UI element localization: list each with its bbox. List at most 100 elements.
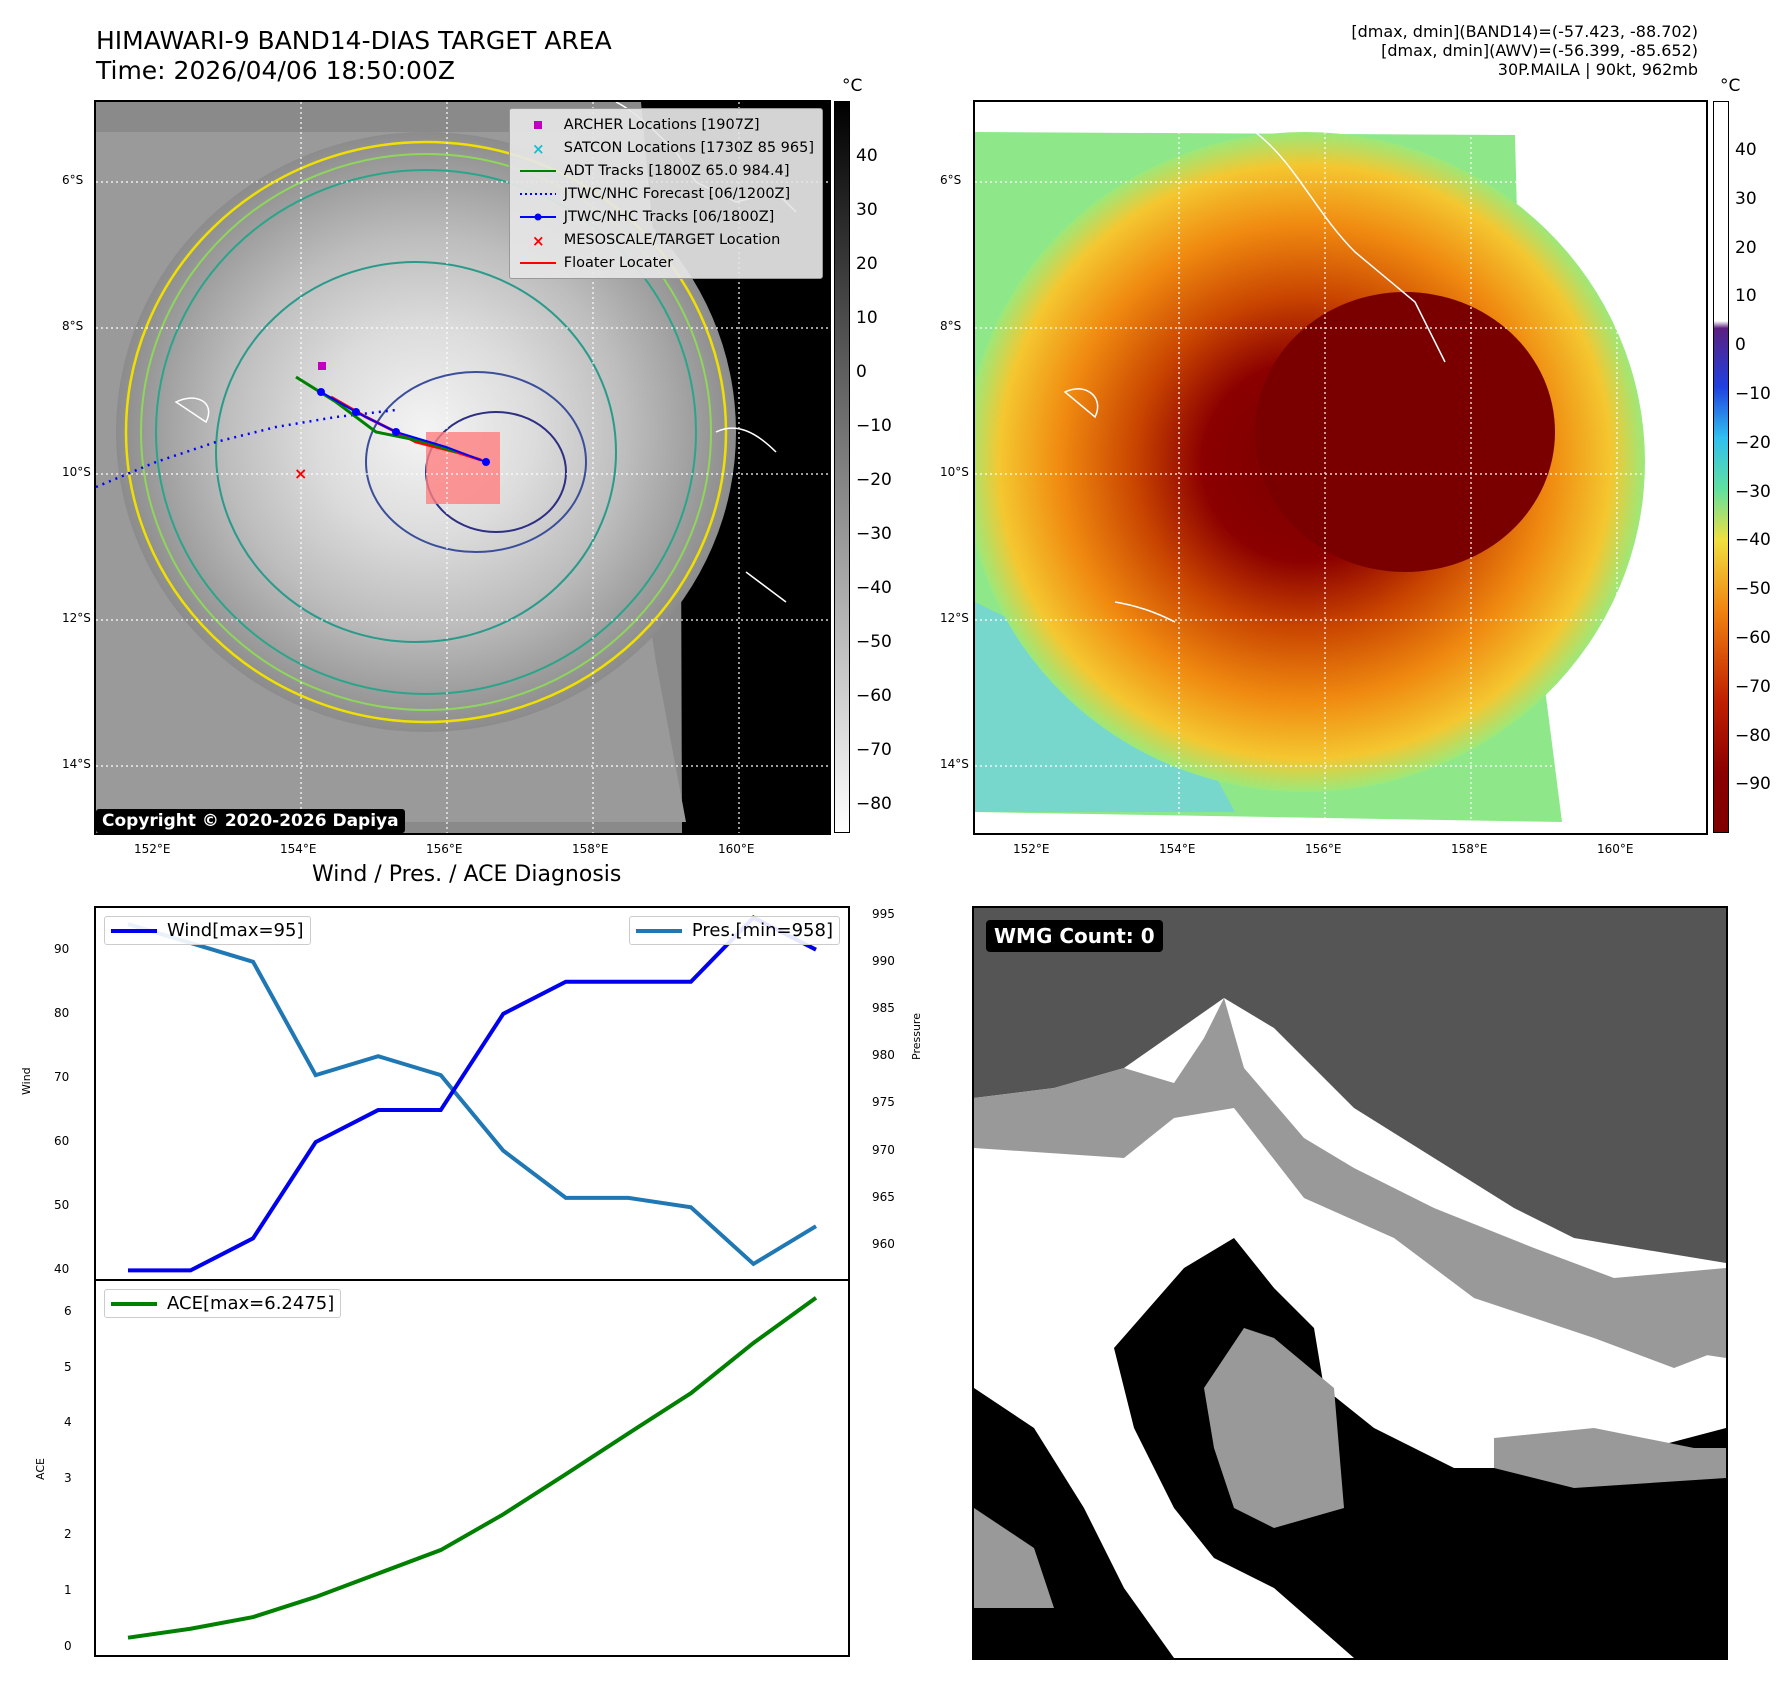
ir-map-image: × [96, 102, 829, 833]
legend-item: JTWC/NHC Tracks [06/1800Z] [518, 205, 814, 228]
awv-colorbar-tick: 20 [1735, 237, 1757, 258]
ace-axis-label: ACE [34, 1458, 47, 1480]
awv-colorbar-tick: −20 [1735, 432, 1771, 453]
pressure-tick-label: 960 [872, 1237, 895, 1252]
ace-tick-label: 0 [64, 1638, 72, 1653]
legend-item: ADT Tracks [1800Z 65.0 984.4] [518, 159, 814, 182]
ace-tick-label: 1 [64, 1582, 72, 1597]
ace-tick-label: 3 [64, 1471, 72, 1486]
ace-legend: ACE[max=6.2475] [104, 1289, 342, 1318]
left-map-lat-tick: 6°S [62, 173, 84, 187]
wind-tick-label: 50 [54, 1198, 70, 1213]
awv-colorbar-tick: −40 [1735, 530, 1771, 551]
awv-colorbar-tick: −30 [1735, 481, 1771, 502]
diagnosis-title: Wind / Pres. / ACE Diagnosis [312, 862, 622, 887]
pressure-axis-label: Pressure [910, 1013, 923, 1060]
map-legend: ARCHER Locations [1907Z] × SATCON Location… [508, 108, 823, 279]
title-line-1: HIMAWARI-9 BAND14-DIAS TARGET AREA [96, 26, 612, 55]
awv-colorbar-tick: 30 [1735, 188, 1757, 209]
right-map-lat-tick: 8°S [940, 319, 962, 333]
legend-label: MESOSCALE/TARGET Location [563, 231, 781, 248]
pressure-tick-label: 990 [872, 953, 895, 968]
legend-dotted-symbol [519, 192, 556, 195]
pressure-series-line [127, 922, 818, 1267]
ace-tick-label: 6 [64, 1303, 72, 1318]
ace-svg [127, 1296, 818, 1640]
ir-colorbar-tick: 0 [856, 362, 867, 382]
legend-item: ARCHER Locations [1907Z] [518, 113, 814, 136]
ir-colorbar-unit: °C [842, 76, 863, 96]
awv-colorbar-tick: −60 [1735, 628, 1771, 648]
ir-colorbar-tick: 40 [856, 146, 878, 166]
right-map-lat-tick: 6°S [940, 173, 962, 187]
left-map-lon-tick: 158°E [572, 842, 609, 856]
awv-colorbar-tick: −50 [1735, 579, 1771, 600]
right-map-lon-tick: 156°E [1305, 842, 1342, 856]
title-line-2: Time: 2026/04/06 18:50:00Z [96, 56, 455, 85]
ir-colorbar-tick: 30 [856, 200, 878, 220]
ir-colorbar-tick: −50 [856, 632, 892, 652]
left-map-lon-tick: 160°E [718, 842, 755, 856]
legend-item: × SATCON Locations [1730Z 85 965] [518, 136, 814, 159]
pressure-tick-label: 985 [872, 1001, 895, 1016]
pressure-tick-label: 975 [872, 1095, 895, 1110]
pressure-tick-label: 970 [872, 1142, 895, 1157]
right-map-lat-tick: 10°S [940, 465, 969, 479]
left-map-lat-tick: 12°S [62, 611, 91, 625]
wind-series-line [128, 915, 817, 1273]
ir-map-panel: × ARCHER Locations [1907Z] × SATCON Locati… [94, 100, 831, 835]
ace-plot: ACE[max=6.2475] [94, 1279, 850, 1657]
wmg-image [974, 908, 1726, 1658]
awv-colorbar-tick: −70 [1735, 676, 1771, 697]
wind-tick-label: 90 [54, 941, 70, 956]
ir-colorbar-tick: 10 [856, 308, 878, 328]
svg-text:×: × [532, 140, 545, 158]
ir-colorbar-tick: −80 [856, 794, 892, 814]
right-map-lon-tick: 152°E [1013, 842, 1050, 856]
pressure-tick-label: 965 [872, 1189, 895, 1204]
wind-tick-label: 60 [54, 1134, 70, 1149]
ir-colorbar-tick: −70 [856, 740, 892, 760]
svg-text:×: × [532, 232, 545, 250]
awv-colorbar-tick: −80 [1735, 725, 1771, 746]
legend-item: × MESOSCALE/TARGET Location [518, 228, 814, 251]
ir-colorbar [834, 101, 850, 833]
ace-series-line [127, 1296, 818, 1640]
ir-colorbar-tick: −20 [856, 470, 892, 490]
left-map-lon-tick: 154°E [280, 842, 317, 856]
chart-title: HIMAWARI-9 BAND14-DIAS TARGET AREA Time:… [96, 26, 612, 86]
storm-info: [dmax, dmin](BAND14)=(-57.423, -88.702) … [1351, 22, 1698, 79]
right-map-lon-tick: 160°E [1597, 842, 1634, 856]
svg-text:×: × [294, 464, 307, 483]
legend-label: JTWC/NHC Forecast [06/1200Z] [563, 185, 791, 202]
ir-colorbar-tick: 20 [856, 254, 878, 274]
wind-legend-swatch [111, 928, 157, 933]
awv-map-image [975, 102, 1706, 833]
wmg-count-badge: WMG Count: 0 [986, 920, 1163, 952]
legend-label: SATCON Locations [1730Z 85 965] [563, 139, 814, 156]
legend-line-symbol [519, 261, 556, 264]
wind-pressure-plot: Wind[max=95] Pres.[min=958] [94, 906, 850, 1282]
legend-item: Floater Locater [518, 251, 814, 274]
left-map-lat-tick: 10°S [62, 465, 91, 479]
pressure-legend: Pres.[min=958] [628, 916, 840, 945]
legend-label: Floater Locater [563, 254, 674, 271]
legend-label: ARCHER Locations [1907Z] [563, 116, 760, 133]
ir-colorbar-tick: −10 [856, 416, 892, 436]
wind-axis-label: Wind [20, 1067, 33, 1095]
awv-colorbar-tick: −10 [1735, 384, 1771, 404]
pressure-tick-label: 995 [872, 906, 895, 921]
legend-item: JTWC/NHC Forecast [06/1200Z] [518, 182, 814, 205]
pressure-legend-label: Pres.[min=958] [691, 920, 833, 941]
left-map-lon-tick: 152°E [134, 842, 171, 856]
pressure-tick-label: 980 [872, 1048, 895, 1063]
ace-tick-label: 4 [64, 1415, 72, 1430]
ace-tick-label: 2 [64, 1526, 72, 1541]
ace-legend-label: ACE[max=6.2475] [167, 1293, 335, 1314]
right-map-lat-tick: 14°S [940, 757, 969, 771]
ir-colorbar-tick: −60 [856, 686, 892, 706]
awv-colorbar-unit: °C [1720, 76, 1741, 96]
awv-colorbar-tick: −90 [1735, 774, 1771, 795]
info-line-1: [dmax, dmin](BAND14)=(-57.423, -88.702) [1351, 22, 1698, 41]
info-line-2: [dmax, dmin](AWV)=(-56.399, -85.652) [1381, 41, 1698, 60]
